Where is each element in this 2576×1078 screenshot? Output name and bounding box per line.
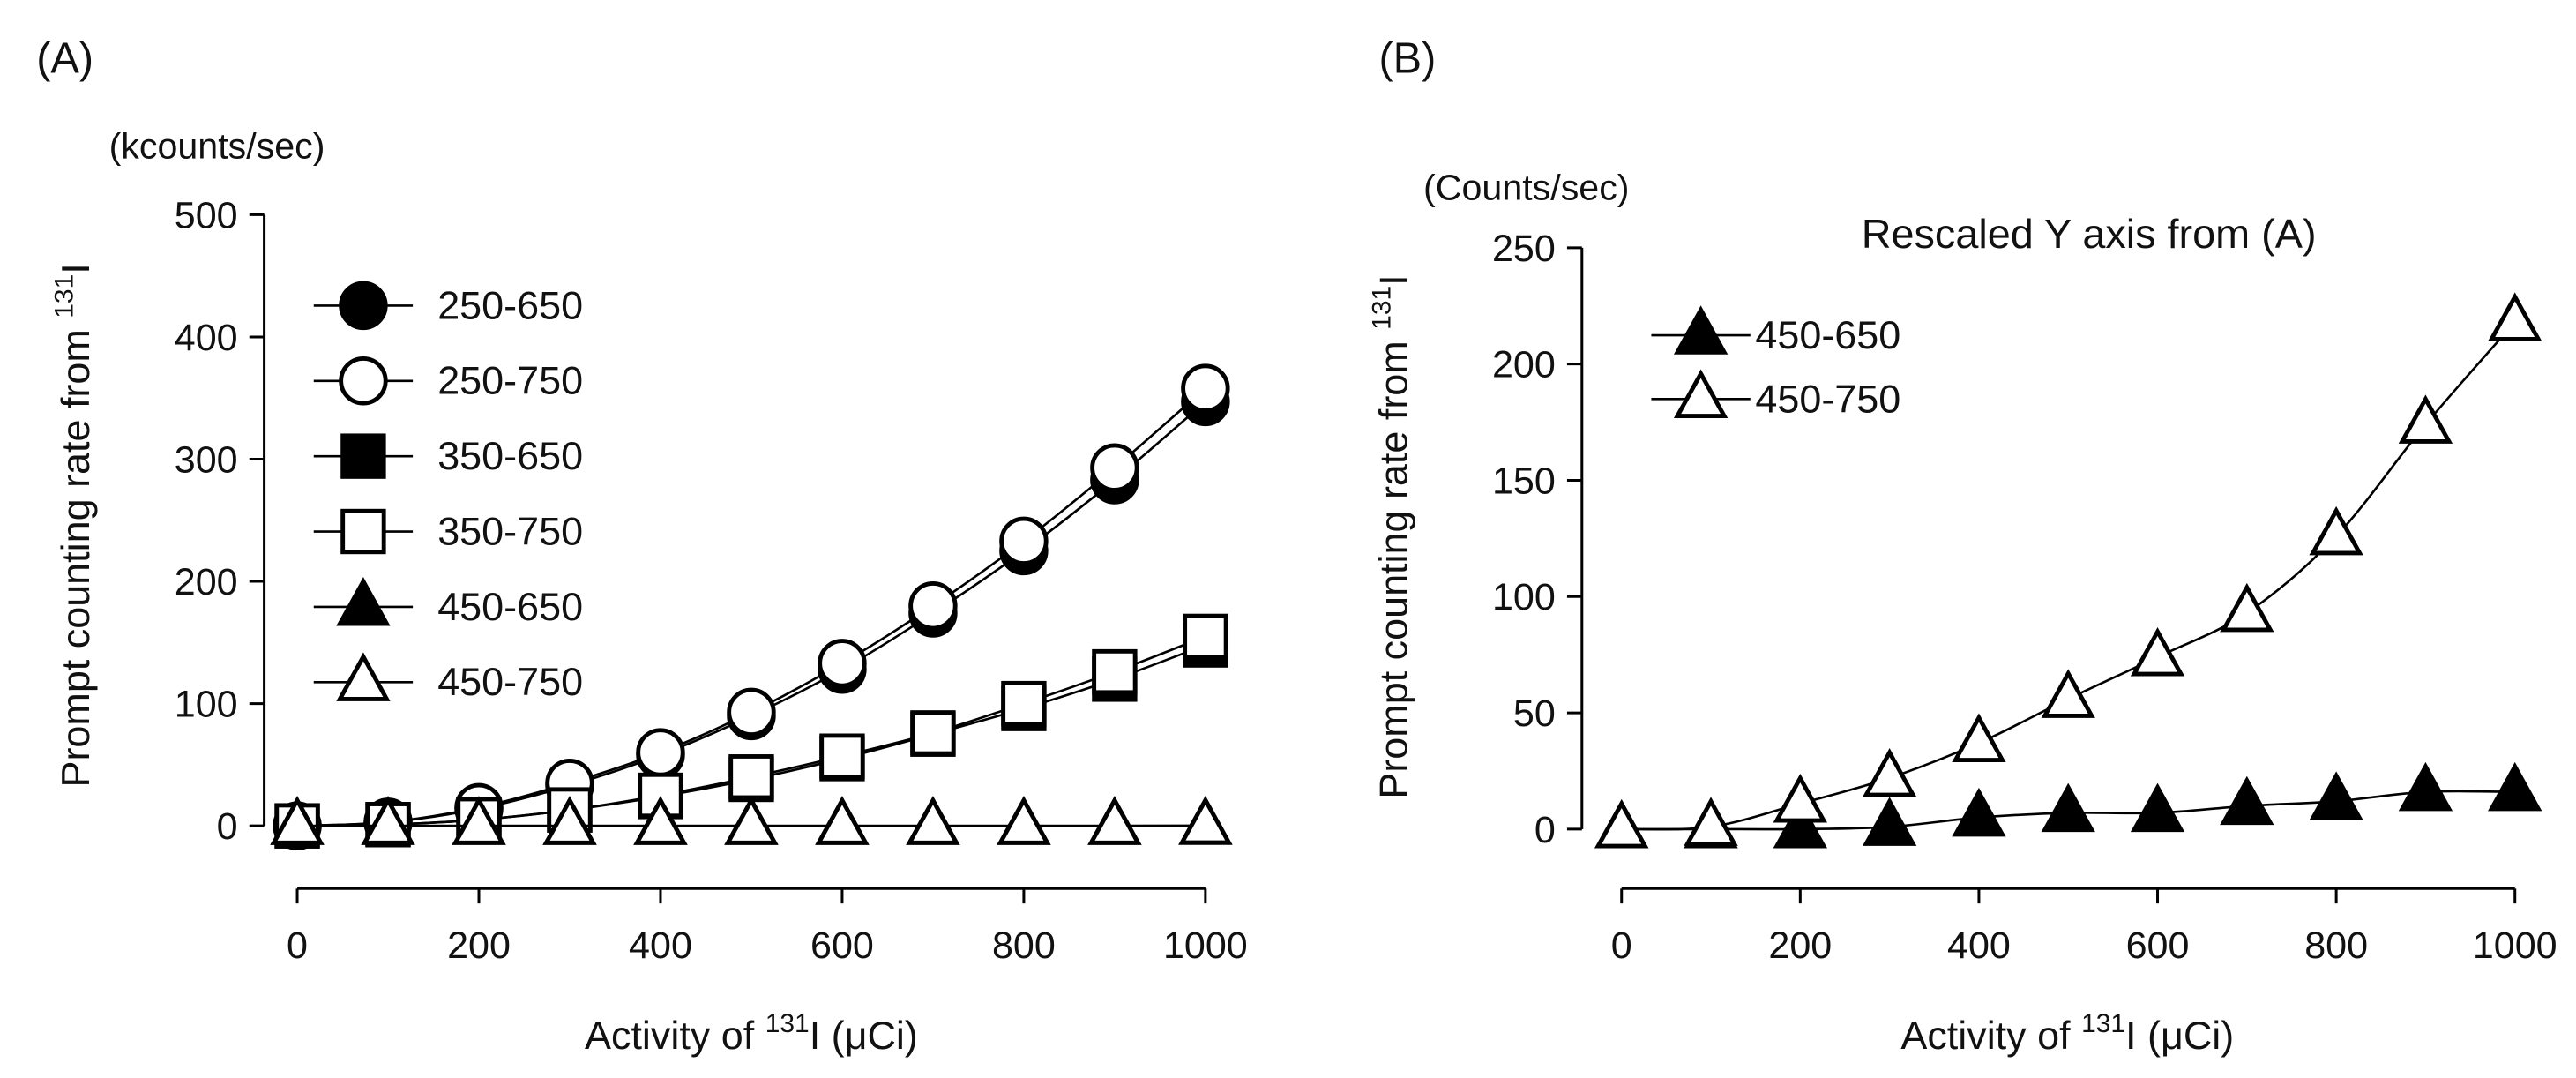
panel-a-legend-marker-250-650: [341, 283, 386, 328]
panel-a-y-tick-label-3: 300: [175, 438, 238, 481]
panel-a-x-title: Activity of 131I (μCi): [585, 1009, 918, 1058]
panel-a-legend-marker-350-750: [343, 511, 385, 552]
panel-b-point-450-650-500: [2045, 788, 2092, 830]
panel-a-point-350-750-1000: [1185, 616, 1227, 657]
panel-b-point-450-750-400: [1955, 718, 2002, 760]
panel-b-y-title: Prompt counting rate from 131I: [1368, 274, 1416, 798]
panel-a-point-350-750-600: [822, 736, 863, 777]
panel-b-unit-label: (Counts/sec): [1423, 168, 1629, 208]
panel-b-legend-label-450-650: 450-650: [1755, 312, 1900, 357]
panel-a-x-tick-label-1: 200: [447, 925, 511, 967]
panel-b-x-tick-label-2: 400: [1947, 925, 2011, 967]
panel-b-series-450-750: [1598, 296, 2538, 846]
panel-a-x-tick-label-5: 1000: [1163, 925, 1248, 967]
panel-b-point-450-650-700: [2223, 781, 2270, 823]
panel-a-legend-label-350-750: 350-750: [437, 508, 583, 553]
panel-a-x-tick-label-2: 400: [629, 925, 692, 967]
panel-b-y-tick-label-3: 150: [1492, 460, 1556, 502]
panel-a-legend-label-250-750: 250-750: [437, 358, 583, 403]
panel-a: (A) (kcounts/sec) 0 100 200 300 400 500 0 200 400 6…: [36, 34, 1248, 1058]
panel-a-y-tick-label-1: 100: [175, 684, 238, 726]
panel-b-x-tick-label-4: 800: [2304, 925, 2368, 967]
panel-b-point-450-650-900: [2402, 767, 2449, 809]
panel-a-point-350-750-700: [913, 713, 954, 754]
panel-a-point-250-750-400: [638, 730, 683, 775]
panel-b-point-450-750-1000: [2491, 296, 2538, 339]
panel-a-legend-item-450-750: 450-750: [314, 656, 583, 704]
panel-b-point-450-750-500: [2045, 673, 2092, 715]
panel-a-point-450-750-900: [1091, 800, 1138, 842]
panel-b-legend-marker-450-750: [1677, 374, 1724, 416]
panel-a-legend-item-250-750: 250-750: [314, 358, 583, 403]
panel-a-legend-marker-250-750: [341, 358, 386, 403]
panel-a-y-tick-label-4: 400: [175, 317, 238, 359]
panel-b-point-450-650-300: [1866, 801, 1913, 843]
panel-b-point-450-650-600: [2134, 788, 2181, 830]
panel-b-y-tick-label-0: 0: [1534, 809, 1556, 851]
panel-a-point-250-750-1000: [1183, 366, 1228, 411]
panel-a-unit-label: (kcounts/sec): [109, 126, 325, 167]
panel-b-point-450-650-400: [1955, 792, 2002, 835]
panel-a-label: (A): [36, 34, 93, 82]
panel-b: (B) (Counts/sec) Rescaled Y axis from (A) 0…: [1368, 34, 2557, 1058]
panel-b-label: (B): [1378, 34, 1436, 82]
panel-a-point-250-750-700: [911, 583, 956, 628]
panel-b-legend-item-450-650: 450-650: [1651, 310, 1900, 357]
panel-b-point-450-650-800: [2313, 775, 2360, 818]
panel-b-x-tick-label-0: 0: [1611, 925, 1632, 967]
panel-b-title: Rescaled Y axis from (A): [1862, 211, 2317, 257]
panel-a-legend-marker-350-650: [343, 436, 385, 477]
panel-a-legend-marker-450-750: [340, 656, 386, 699]
panel-a-legend-label-450-750: 450-750: [437, 659, 583, 704]
panel-b-x-title: Activity of 131I (μCi): [1900, 1009, 2234, 1058]
panel-a-legend-item-250-650: 250-650: [314, 282, 583, 327]
panel-a-y-tick-label-2: 200: [175, 561, 238, 603]
panel-a-point-350-750-900: [1094, 651, 1136, 692]
panel-a-legend-item-350-750: 350-750: [314, 508, 583, 553]
panel-a-legend-item-450-650: 450-650: [314, 581, 583, 629]
panel-a-legend-label-450-650: 450-650: [437, 584, 583, 629]
panel-b-y-tick-label-4: 200: [1492, 344, 1556, 386]
panel-a-y-title: Prompt counting rate from 131I: [49, 263, 98, 787]
panel-b-legend-marker-450-650: [1677, 310, 1724, 352]
panel-a-point-350-750-500: [731, 756, 773, 797]
panel-b-point-450-750-600: [2134, 632, 2181, 674]
panel-a-x-tick-label-4: 800: [992, 925, 1056, 967]
panel-b-series-450-650: [1598, 767, 2538, 846]
panel-b-y-tick-label-1: 50: [1513, 692, 1556, 735]
panel-b-point-450-650-1000: [2491, 767, 2538, 809]
panel-b-point-450-750-300: [1866, 752, 1913, 795]
panel-b-point-450-750-0: [1598, 804, 1645, 846]
panel-b-x-tick-label-3: 600: [2126, 925, 2190, 967]
panel-b-x-tick-label-1: 200: [1768, 925, 1832, 967]
panel-a-point-450-750-1000: [1182, 800, 1228, 842]
panel-a-point-450-750-800: [1000, 800, 1047, 842]
panel-a-legend-label-350-650: 350-650: [437, 433, 583, 478]
panel-a-x-tick-label-3: 600: [810, 925, 874, 967]
panel-b-y-tick-label-2: 100: [1492, 576, 1556, 618]
panel-a-legend-label-250-650: 250-650: [437, 282, 583, 327]
panel-a-point-450-750-600: [818, 800, 865, 842]
panel-a-point-350-750-800: [1004, 683, 1045, 724]
panel-a-point-250-750-900: [1093, 445, 1138, 490]
panel-a-x-tick-label-0: 0: [287, 925, 308, 967]
panel-b-y-tick-label-5: 250: [1492, 228, 1556, 270]
panel-a-legend-item-350-650: 350-650: [314, 433, 583, 478]
panel-a-point-450-750-500: [728, 800, 774, 842]
panel-b-x-tick-label-5: 1000: [2473, 925, 2557, 967]
panel-a-y-tick-label-0: 0: [217, 805, 238, 848]
panel-b-legend-label-450-750: 450-750: [1755, 376, 1900, 421]
panel-b-legend-item-450-750: 450-750: [1651, 374, 1900, 422]
panel-a-point-250-750-500: [729, 690, 774, 735]
panel-a-point-250-750-600: [820, 641, 865, 686]
panel-a-y-tick-label-5: 500: [175, 194, 238, 236]
panel-b-point-450-750-700: [2223, 588, 2270, 630]
panel-a-point-250-750-800: [1002, 519, 1047, 564]
panel-a-series-450-750: [273, 800, 1228, 842]
panel-a-legend-marker-450-650: [340, 581, 386, 624]
panel-a-point-450-750-700: [909, 800, 956, 842]
